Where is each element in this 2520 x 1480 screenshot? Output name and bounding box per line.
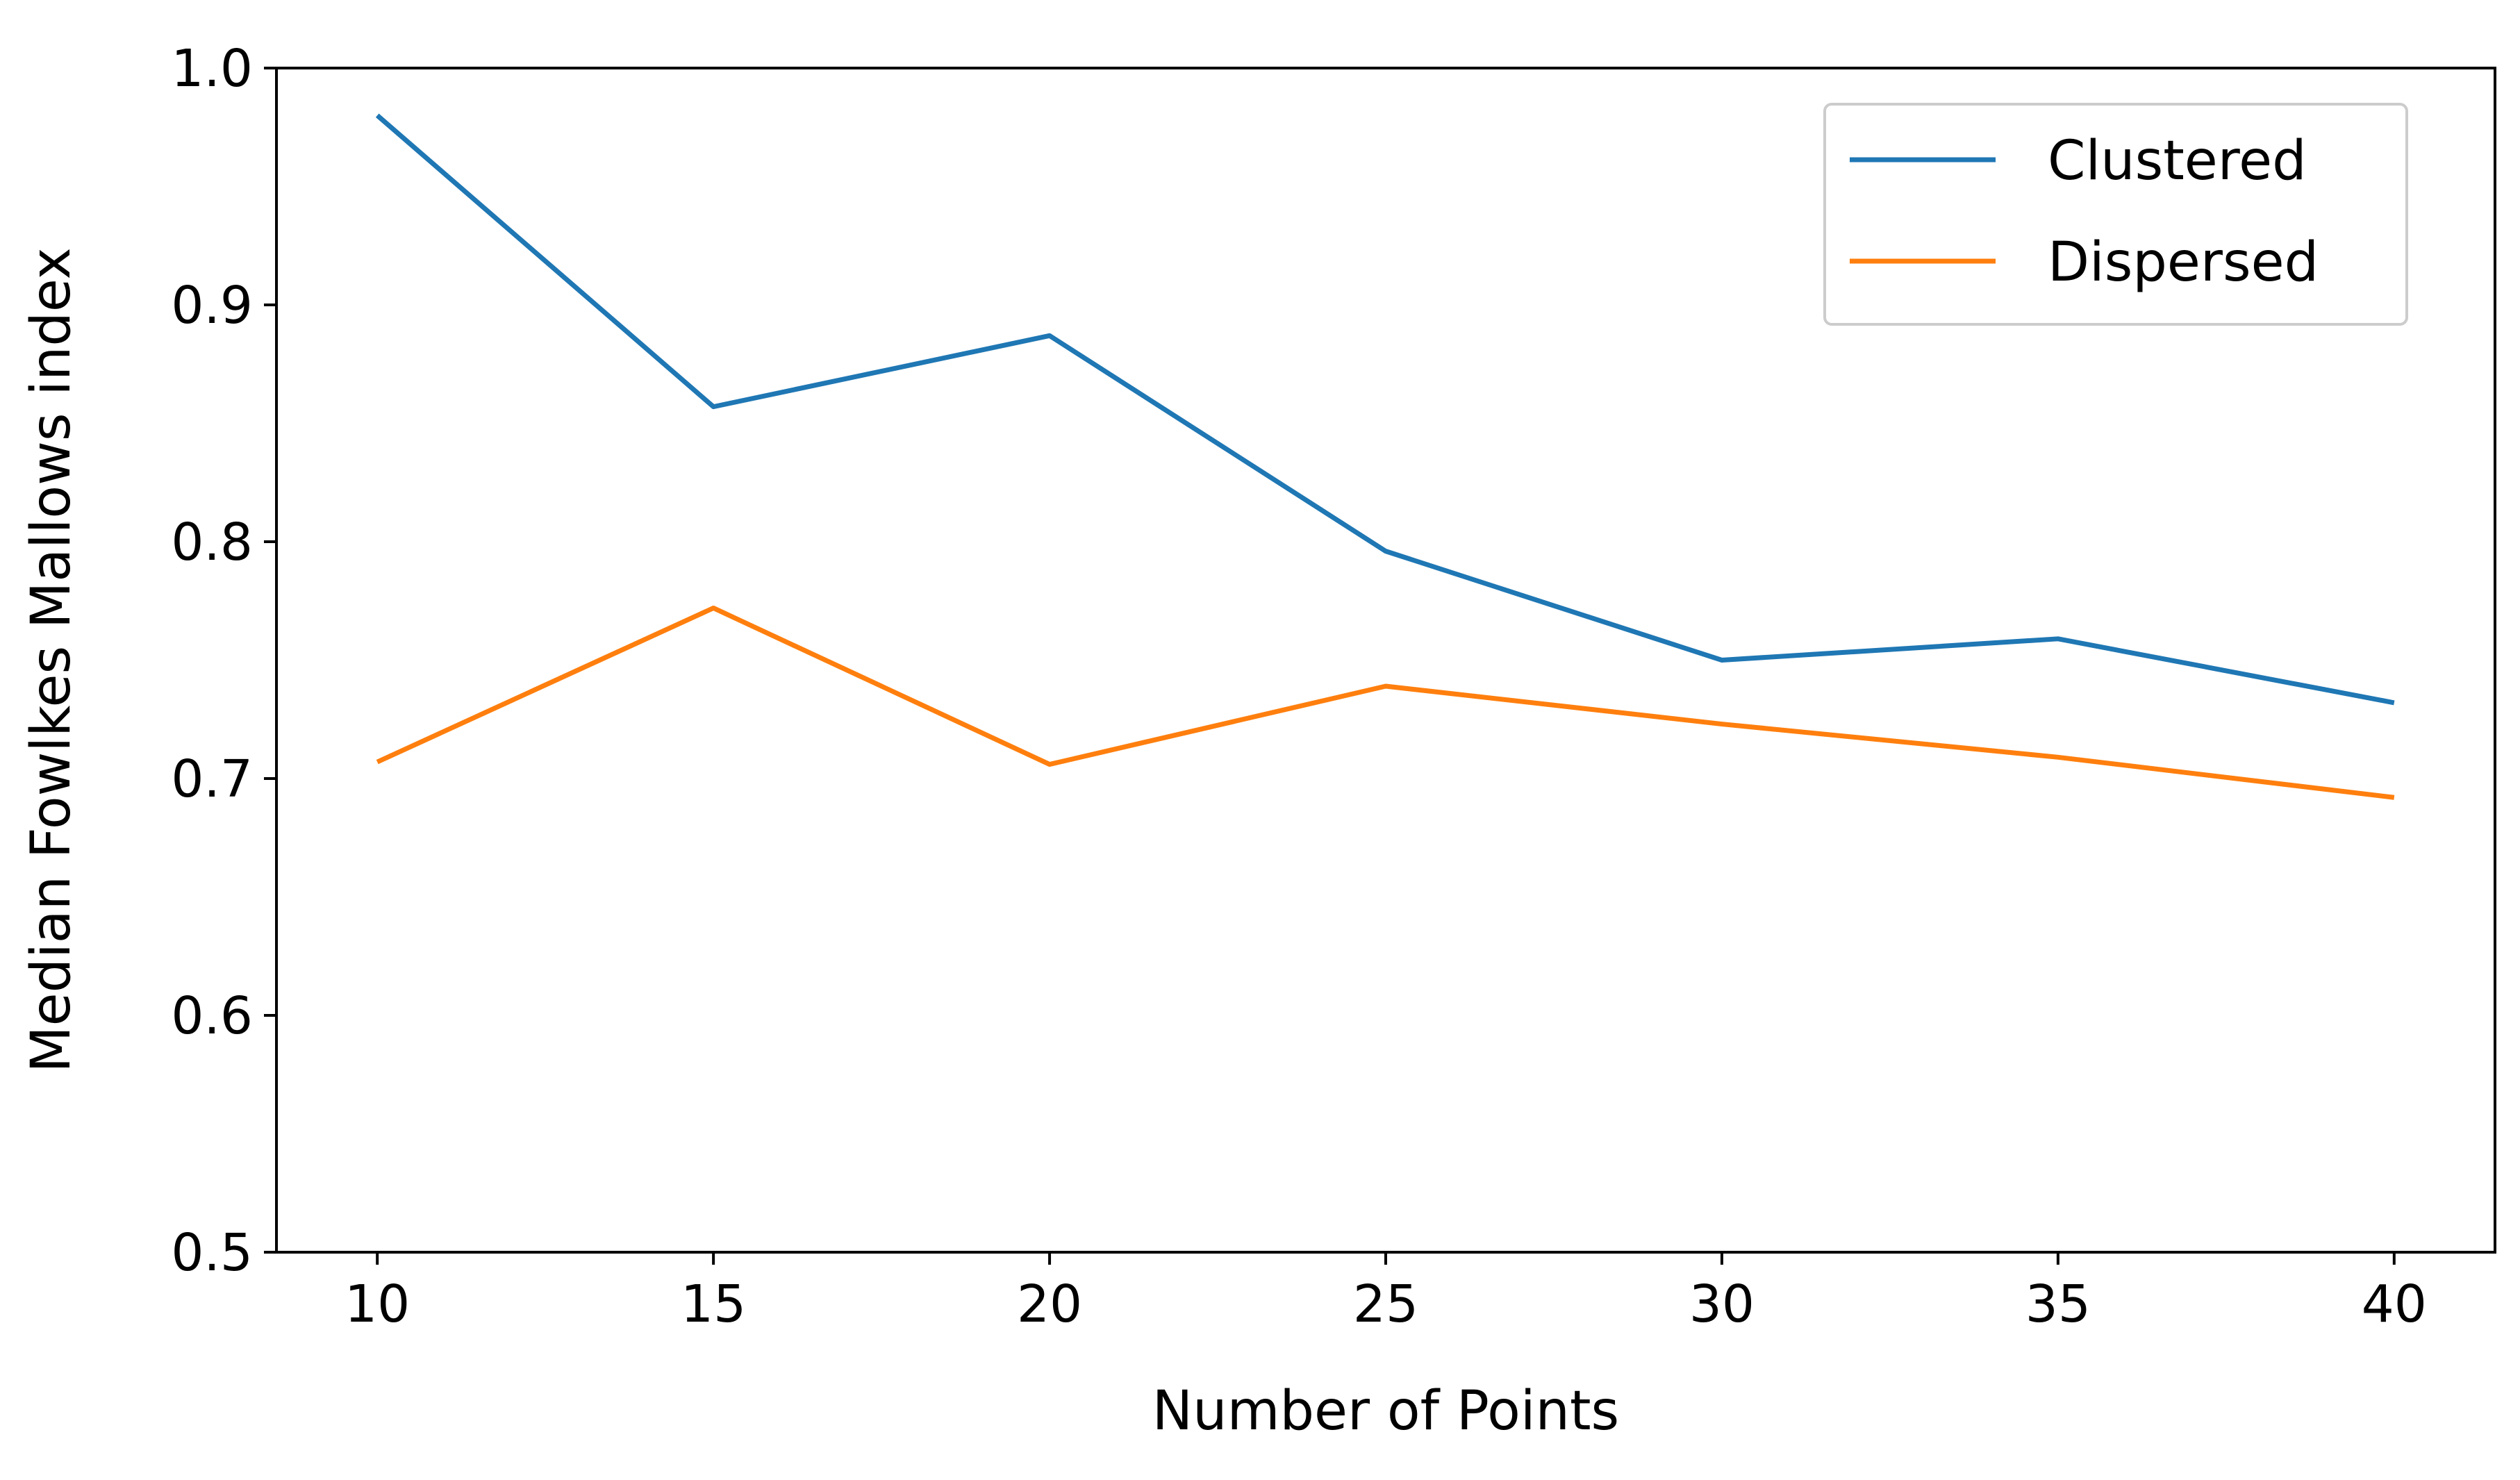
x-tick-label: 25: [1353, 1274, 1418, 1334]
x-axis: 10 15 20 25 30 35 40: [345, 1252, 2427, 1334]
x-axis-label: Number of Points: [1152, 1380, 1619, 1442]
y-tick-label: 0.5: [171, 1223, 253, 1283]
x-tick-label: 30: [1689, 1274, 1755, 1334]
legend: Clustered Dispersed: [1823, 103, 2408, 326]
y-axis: 0.5 0.6 0.7 0.8 0.9 1.0: [171, 39, 276, 1283]
y-tick-label: 0.8: [171, 513, 253, 572]
y-tick-label: 1.0: [171, 39, 253, 99]
legend-label-dispersed: Dispersed: [2048, 231, 2319, 294]
y-axis-label: Median Fowlkes Mallows index: [20, 247, 83, 1072]
y-tick-label: 0.6: [171, 986, 253, 1046]
x-tick-label: 35: [2025, 1274, 2091, 1334]
x-tick-label: 20: [1017, 1274, 1082, 1334]
y-tick-label: 0.7: [171, 749, 253, 809]
x-tick-label: 10: [345, 1274, 410, 1334]
y-tick-label: 0.9: [171, 276, 253, 335]
series-layer: [375, 113, 2395, 800]
x-tick-label: 15: [681, 1274, 746, 1334]
x-tick-label: 40: [2362, 1274, 2427, 1334]
legend-label-clustered: Clustered: [2048, 130, 2307, 192]
